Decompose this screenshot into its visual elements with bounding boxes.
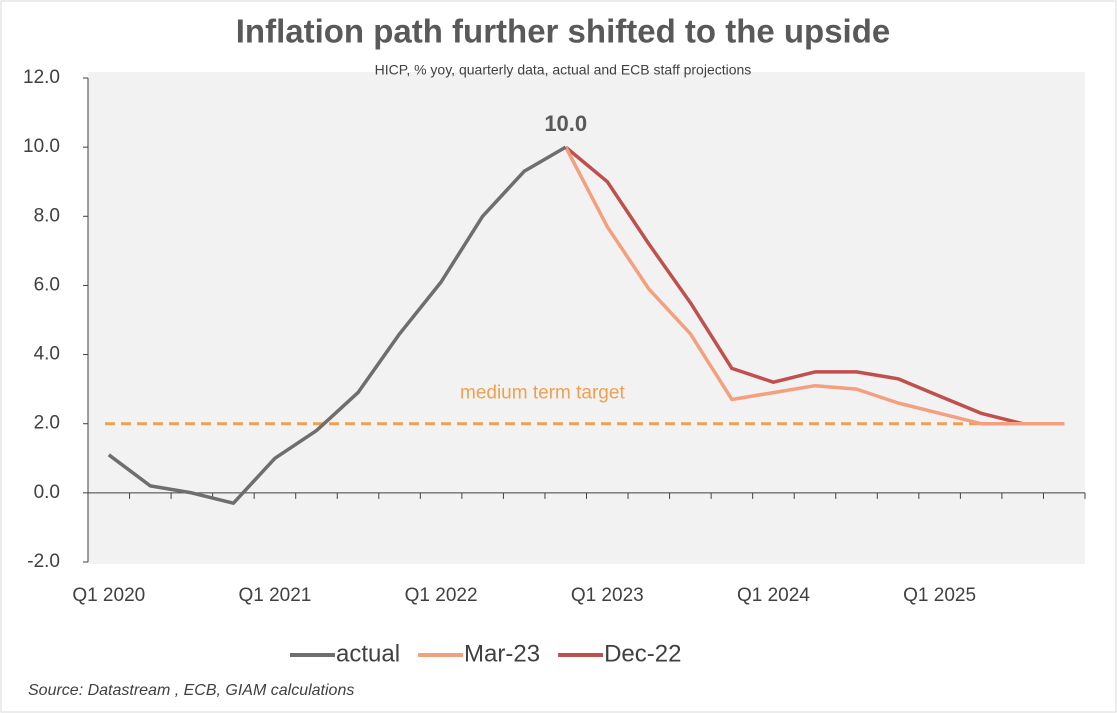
y-tick-label: 12.0 bbox=[23, 67, 60, 88]
series-line bbox=[564, 146, 1065, 426]
series-line bbox=[107, 145, 567, 505]
y-tick-label: 10.0 bbox=[23, 136, 60, 157]
x-tick-label: Q1 2025 bbox=[903, 585, 976, 606]
x-tick-label: Q1 2023 bbox=[571, 585, 644, 606]
source-note: Source: Datastream , ECB, GIAM calculati… bbox=[28, 682, 354, 699]
x-tick-label: Q1 2021 bbox=[238, 585, 311, 606]
chart-title: Inflation path further shifted to the up… bbox=[236, 13, 890, 50]
plot-area bbox=[88, 72, 1085, 564]
x-tick-label: Q1 2024 bbox=[737, 585, 810, 606]
y-tick-label: 8.0 bbox=[34, 205, 60, 226]
legend-label: Mar-23 bbox=[464, 640, 540, 667]
y-tick-label: -2.0 bbox=[27, 551, 60, 572]
y-tick-label: 0.0 bbox=[34, 482, 60, 503]
chart-subtitle: HICP, % yoy, quarterly data, actual and … bbox=[375, 62, 752, 78]
y-tick-label: 6.0 bbox=[34, 274, 60, 295]
x-tick-label: Q1 2020 bbox=[72, 585, 145, 606]
series-line bbox=[564, 145, 1065, 426]
x-tick-label: Q1 2022 bbox=[405, 585, 478, 606]
y-tick-label: 2.0 bbox=[34, 413, 60, 434]
legend-label: actual bbox=[336, 640, 400, 667]
data-label: 10.0 bbox=[544, 111, 587, 136]
y-tick-label: 4.0 bbox=[34, 344, 60, 365]
reference-label: medium term target bbox=[460, 383, 625, 404]
legend-label: Dec-22 bbox=[604, 640, 681, 667]
